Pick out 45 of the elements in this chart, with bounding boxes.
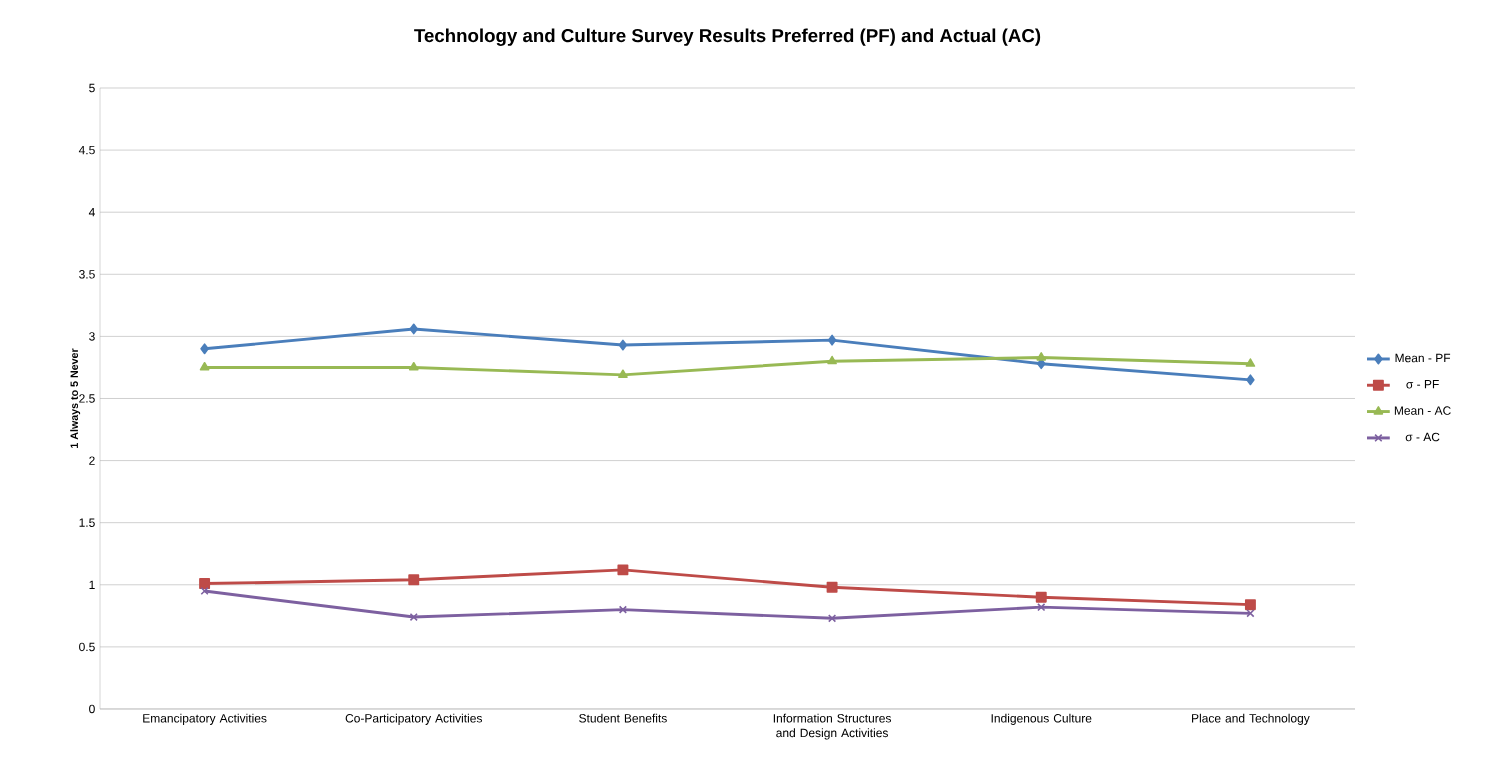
legend-label: Mean - AC xyxy=(1394,406,1451,415)
point xyxy=(618,369,628,379)
y-tick-label: 1 xyxy=(89,580,95,589)
point xyxy=(826,581,838,593)
point xyxy=(199,361,210,371)
y-tick-label: 5 xyxy=(89,83,95,93)
y-tick-label: 2 xyxy=(89,456,95,465)
y-tick-label: 0.5 xyxy=(79,642,95,652)
legend-label: σ - PF xyxy=(1406,380,1439,389)
point xyxy=(199,578,211,590)
y-tick-label: 0 xyxy=(89,704,95,714)
point xyxy=(1246,609,1255,618)
legend-label: σ - AC xyxy=(1405,432,1440,442)
x-tick-label: Student Benefits xyxy=(579,713,667,723)
y-tick-label: 1.5 xyxy=(79,518,95,527)
point xyxy=(409,612,418,622)
y-tick-label: 3 xyxy=(89,332,95,341)
point xyxy=(617,564,629,576)
point xyxy=(408,361,419,371)
y-tick-label: 4 xyxy=(88,208,95,217)
y-tick-label: 2.5 xyxy=(79,394,95,403)
point xyxy=(200,343,209,355)
point xyxy=(1246,374,1255,386)
point xyxy=(827,355,837,365)
chart-title: Technology and Culture Survey Results Preferred (PF) and Actual (AC) xyxy=(414,28,1041,46)
point xyxy=(1035,591,1047,603)
point xyxy=(1245,358,1256,367)
x-tick-label: Place and Technology xyxy=(1192,713,1310,725)
point xyxy=(409,323,419,335)
point xyxy=(1037,603,1046,612)
point xyxy=(618,605,628,614)
point xyxy=(1036,352,1047,361)
x-tick-label: Co-Participatory Activities xyxy=(345,713,482,725)
point xyxy=(200,586,209,596)
x-tick-label: Emancipatory Activities xyxy=(143,713,267,725)
legend-label: Mean - PF xyxy=(1395,353,1451,363)
y-tick-label: 4.5 xyxy=(78,145,95,155)
x-tick-label: Indigenous Culture xyxy=(991,713,1092,725)
point xyxy=(408,574,420,586)
x-tick-label: Information Structures and Design Activities xyxy=(773,713,891,740)
y-tick-label: 3.5 xyxy=(79,270,95,279)
point xyxy=(1244,599,1256,611)
point xyxy=(827,614,837,623)
point xyxy=(827,334,837,346)
point xyxy=(618,339,628,351)
